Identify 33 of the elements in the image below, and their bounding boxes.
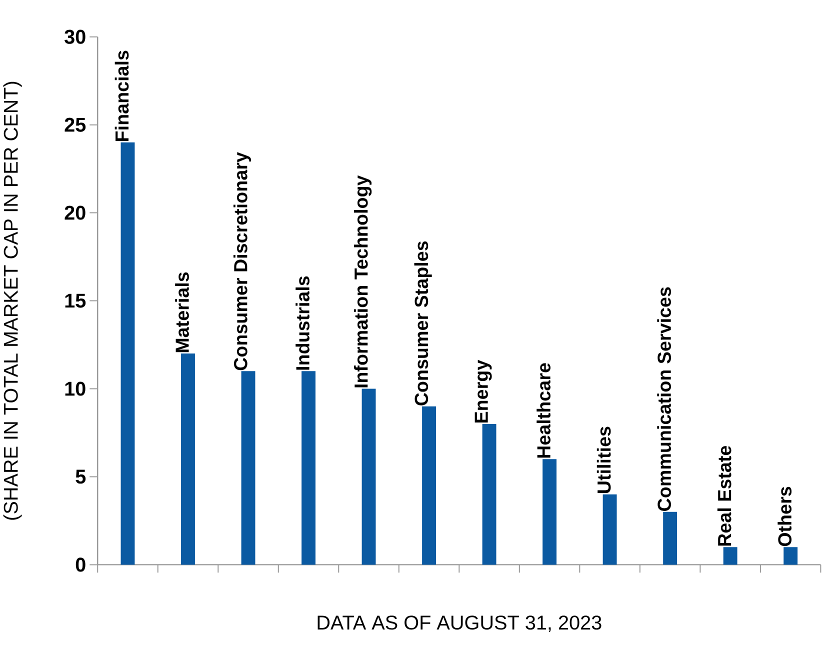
y-tick-label: 30 [64,30,86,44]
bar [120,142,135,565]
x-tick-label: Others [778,486,792,546]
bar [302,370,316,565]
x-tick-label: Information Technology [354,175,372,388]
bar [602,494,617,565]
bar [482,424,496,565]
y-tick-label: 0 [76,558,86,572]
y-tick-label: 5 [76,470,86,484]
y-tick-label: 20 [64,206,86,220]
bar [542,458,557,565]
y-tick-label: 25 [64,118,86,132]
bar [784,546,798,565]
y-tick-label: 10 [65,382,86,396]
x-tick-label: Healthcare [536,363,550,458]
x-tick-label: Consumer Discretionary [233,152,252,370]
y-tick-label: 15 [65,294,86,308]
x-axis-title: DATA AS OF AUGUST 31, 2023 [318,615,602,632]
x-tick-label: Utilities [596,426,611,493]
y-axis-title: (SHARE IN TOTAL MARKET CAP IN PER CENT) [3,82,22,520]
bar [362,388,376,565]
x-tick-label: Materials [175,272,189,352]
x-tick-label: Industrials [296,276,310,370]
x-tick-label: Energy [474,360,492,422]
bar [422,406,436,565]
bar [181,353,195,565]
x-tick-label: Consumer Staples [414,241,432,406]
x-tick-label: Communication Services [657,287,672,511]
bar [241,370,256,565]
x-tick-label: Financials [114,50,129,141]
x-tick-label: Real Estate [717,446,732,546]
bar [723,546,738,565]
bar [663,512,678,565]
